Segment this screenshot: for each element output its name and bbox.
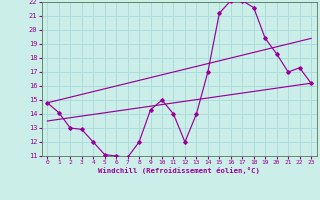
X-axis label: Windchill (Refroidissement éolien,°C): Windchill (Refroidissement éolien,°C) (98, 167, 260, 174)
